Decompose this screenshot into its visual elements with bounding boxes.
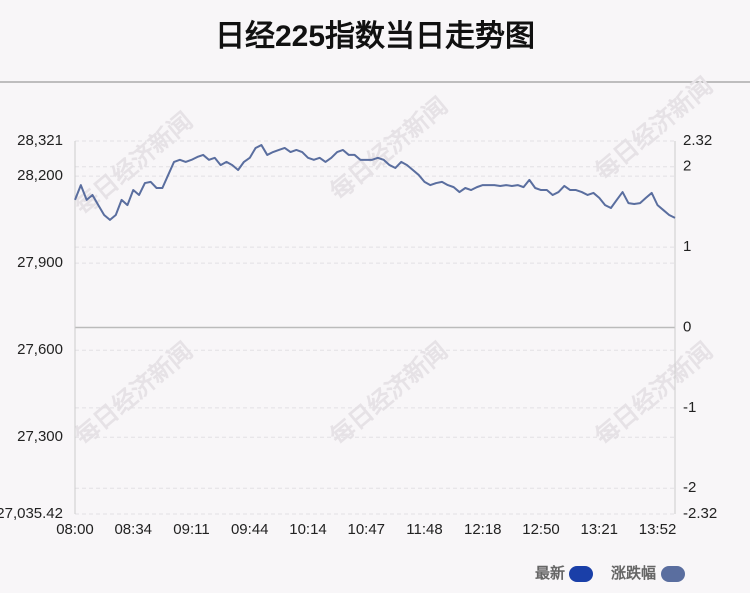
- legend-label: 涨跌幅: [611, 564, 656, 582]
- chart-title: 日经225指数当日走势图: [215, 19, 535, 53]
- y2-tick-label: 0: [683, 318, 691, 335]
- y-tick-label: 28,321: [17, 132, 63, 149]
- x-tick-label: 08:00: [56, 521, 94, 538]
- x-tick-label: 08:34: [114, 521, 152, 538]
- x-tick-label: 09:11: [173, 521, 209, 538]
- x-tick-label: 10:47: [347, 521, 385, 538]
- y-tick-label: 27,035.42: [0, 505, 63, 522]
- y-tick-label: 27,600: [17, 341, 63, 358]
- y-tick-label: 27,300: [17, 428, 63, 445]
- y2-tick-label: -2.32: [683, 505, 717, 522]
- y2-tick-label: 2: [683, 158, 691, 175]
- y-tick-label: 27,900: [17, 254, 63, 271]
- x-tick-label: 11:48: [406, 521, 442, 538]
- y2-tick-label: -2: [683, 479, 696, 496]
- y-tick-label: 28,200: [17, 167, 63, 184]
- legend-swatch: [661, 566, 685, 582]
- legend-swatch: [569, 566, 593, 582]
- x-tick-label: 12:50: [522, 521, 560, 538]
- price-line: [74, 144, 676, 221]
- x-tick-label: 10:14: [289, 521, 327, 538]
- y2-tick-label: -1: [683, 399, 696, 416]
- x-tick-label: 13:52: [639, 521, 677, 538]
- y2-tick-label: 1: [683, 238, 691, 255]
- x-tick-label: 12:18: [464, 521, 502, 538]
- x-tick-label: 13:21: [580, 521, 618, 538]
- x-tick-label: 09:44: [231, 521, 269, 538]
- legend-label: 最新: [535, 564, 565, 582]
- y2-tick-label: 2.32: [683, 132, 712, 149]
